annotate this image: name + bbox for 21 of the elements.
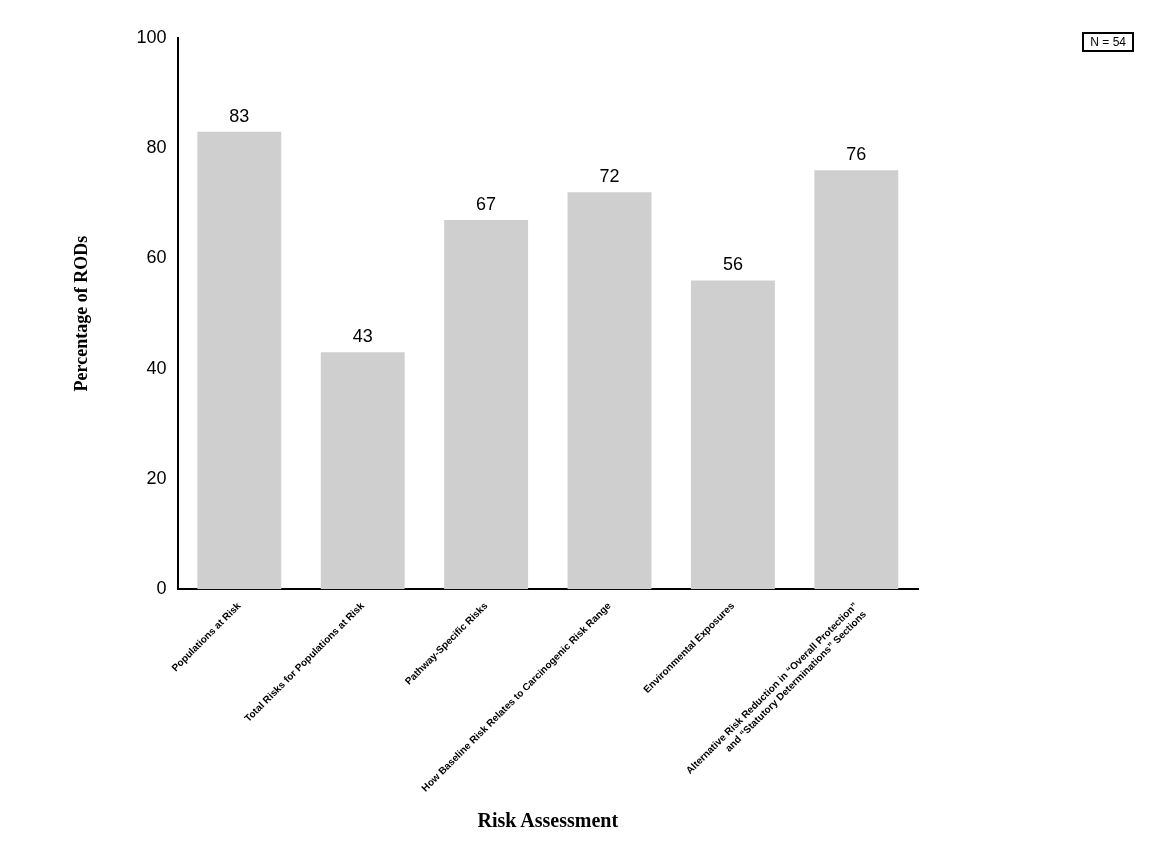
bar [320,352,405,590]
bar [197,131,282,590]
y-tick-label: 80 [146,137,167,158]
data-label: 76 [846,144,867,165]
y-tick-label: 40 [146,357,167,378]
y-tick-label: 0 [156,578,167,599]
bar [567,192,652,590]
data-label: 83 [229,105,250,126]
data-label: 67 [476,193,497,214]
bar [814,170,899,590]
y-tick-label: 60 [146,247,167,268]
y-tick-label: 20 [146,467,167,488]
y-axis-title: Percentage of RODs [71,235,92,392]
data-label: 72 [599,166,620,187]
x-axis-title: Risk Assessment [477,809,619,832]
bar [444,219,529,590]
bar [690,280,775,590]
y-tick-label: 100 [136,26,167,47]
data-label: 56 [722,254,743,275]
data-label: 43 [352,326,373,347]
text: N = 54 [1082,32,1134,52]
